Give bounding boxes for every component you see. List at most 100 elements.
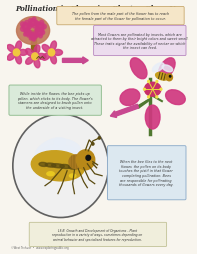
FancyArrow shape: [62, 58, 88, 65]
Circle shape: [20, 27, 25, 32]
Text: When the bee flies to the next
flower, the pollen on its body
touches the pistil: When the bee flies to the next flower, t…: [119, 160, 174, 186]
Circle shape: [39, 29, 44, 34]
Text: ©West Tschuor  •  www.exploringpublic.org: ©West Tschuor • www.exploringpublic.org: [11, 245, 69, 249]
Circle shape: [156, 81, 158, 83]
Circle shape: [76, 150, 95, 170]
Circle shape: [160, 89, 162, 91]
Bar: [31, 30, 36, 52]
Circle shape: [34, 21, 38, 26]
Circle shape: [29, 34, 33, 37]
Circle shape: [29, 19, 32, 24]
FancyBboxPatch shape: [57, 7, 184, 26]
Ellipse shape: [42, 45, 50, 53]
Ellipse shape: [34, 46, 40, 55]
Circle shape: [148, 97, 150, 99]
Circle shape: [20, 23, 25, 27]
Ellipse shape: [162, 66, 173, 72]
Circle shape: [32, 38, 36, 42]
Text: Most flowers are pollinated by insects, which are
attracted to them by their bri: Most flowers are pollinated by insects, …: [91, 33, 189, 50]
Ellipse shape: [17, 18, 50, 45]
Ellipse shape: [152, 64, 164, 73]
Ellipse shape: [34, 59, 40, 69]
Ellipse shape: [26, 49, 34, 57]
Ellipse shape: [54, 139, 81, 154]
Ellipse shape: [18, 50, 28, 56]
Ellipse shape: [50, 55, 57, 65]
Circle shape: [37, 23, 44, 31]
Circle shape: [32, 33, 36, 36]
Circle shape: [39, 21, 44, 26]
Circle shape: [169, 76, 171, 78]
Circle shape: [35, 23, 40, 27]
Text: LS.B. Growth and Development of Organisms - Plant
reproduction in a variety of w: LS.B. Growth and Development of Organism…: [52, 228, 143, 241]
FancyBboxPatch shape: [29, 223, 167, 247]
Circle shape: [25, 21, 29, 26]
Circle shape: [35, 27, 40, 32]
Ellipse shape: [144, 83, 161, 97]
Circle shape: [27, 29, 30, 32]
Text: The pollen from the male part of the flower has to reach
the female part of the : The pollen from the male part of the flo…: [72, 12, 169, 21]
Circle shape: [27, 35, 30, 38]
Ellipse shape: [130, 59, 147, 80]
Circle shape: [156, 97, 158, 99]
Ellipse shape: [61, 146, 80, 159]
FancyBboxPatch shape: [9, 86, 101, 116]
Circle shape: [32, 54, 38, 61]
FancyArrowPatch shape: [138, 101, 148, 108]
Circle shape: [48, 50, 55, 57]
Circle shape: [34, 36, 37, 39]
Circle shape: [32, 18, 36, 22]
Circle shape: [98, 137, 100, 140]
Circle shape: [24, 33, 27, 37]
Ellipse shape: [68, 166, 77, 169]
Circle shape: [25, 30, 30, 36]
Circle shape: [24, 30, 27, 34]
Circle shape: [166, 74, 172, 82]
Ellipse shape: [37, 54, 46, 60]
Ellipse shape: [47, 172, 54, 176]
Ellipse shape: [42, 54, 50, 61]
FancyArrow shape: [110, 105, 138, 118]
Circle shape: [13, 50, 20, 57]
Ellipse shape: [16, 55, 21, 65]
Ellipse shape: [69, 155, 84, 169]
Circle shape: [35, 29, 39, 34]
Circle shape: [143, 89, 145, 91]
Circle shape: [39, 28, 42, 32]
Ellipse shape: [45, 163, 56, 167]
Text: While inside the flower, the bee picks up
pollen, which sticks to its body. The : While inside the flower, the bee picks u…: [17, 92, 93, 110]
Ellipse shape: [166, 90, 185, 105]
Text: Pollination in Flowering Plants - Close-Up: Pollination in Flowering Plants - Close-…: [15, 5, 180, 13]
Ellipse shape: [120, 90, 140, 106]
Circle shape: [41, 31, 45, 36]
Circle shape: [42, 25, 46, 30]
Circle shape: [92, 143, 94, 146]
Circle shape: [29, 37, 33, 41]
FancyBboxPatch shape: [94, 26, 186, 56]
Ellipse shape: [53, 50, 62, 56]
Ellipse shape: [39, 163, 47, 167]
Circle shape: [30, 20, 36, 27]
Ellipse shape: [156, 73, 168, 81]
Ellipse shape: [16, 42, 21, 51]
Ellipse shape: [69, 174, 76, 178]
Circle shape: [86, 156, 91, 161]
Ellipse shape: [51, 164, 64, 168]
Circle shape: [29, 23, 32, 28]
Circle shape: [35, 33, 39, 38]
Circle shape: [27, 25, 32, 30]
Circle shape: [32, 25, 36, 29]
Ellipse shape: [36, 145, 58, 164]
Circle shape: [25, 29, 29, 34]
Ellipse shape: [7, 45, 15, 53]
FancyBboxPatch shape: [107, 146, 186, 200]
Circle shape: [148, 81, 150, 83]
Ellipse shape: [7, 54, 15, 61]
Circle shape: [30, 34, 36, 40]
Ellipse shape: [50, 42, 57, 51]
Circle shape: [29, 31, 32, 35]
Circle shape: [22, 23, 29, 31]
Ellipse shape: [35, 138, 66, 159]
Circle shape: [39, 35, 42, 39]
Ellipse shape: [31, 151, 85, 181]
